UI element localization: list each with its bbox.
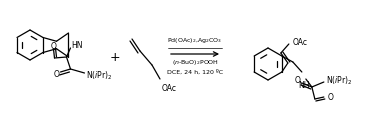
Text: Pd(OAc)$_2$,Ag$_2$CO$_3$: Pd(OAc)$_2$,Ag$_2$CO$_3$ bbox=[167, 36, 223, 45]
Text: +: + bbox=[110, 51, 120, 64]
Text: N($i$Pr)$_2$: N($i$Pr)$_2$ bbox=[326, 74, 352, 86]
Text: O: O bbox=[328, 93, 334, 102]
Text: N($i$Pr)$_2$: N($i$Pr)$_2$ bbox=[87, 69, 113, 81]
Text: O: O bbox=[51, 42, 56, 51]
Text: HN: HN bbox=[71, 41, 83, 50]
Text: NH: NH bbox=[298, 80, 310, 89]
Text: O: O bbox=[295, 76, 301, 85]
Text: DCE, 24 h, 120 ºC: DCE, 24 h, 120 ºC bbox=[167, 69, 223, 74]
Text: O: O bbox=[54, 70, 59, 79]
Text: ($n$-BuO)$_2$POOH: ($n$-BuO)$_2$POOH bbox=[172, 58, 218, 67]
Text: OAc: OAc bbox=[293, 38, 308, 47]
Text: OAc: OAc bbox=[162, 83, 177, 92]
